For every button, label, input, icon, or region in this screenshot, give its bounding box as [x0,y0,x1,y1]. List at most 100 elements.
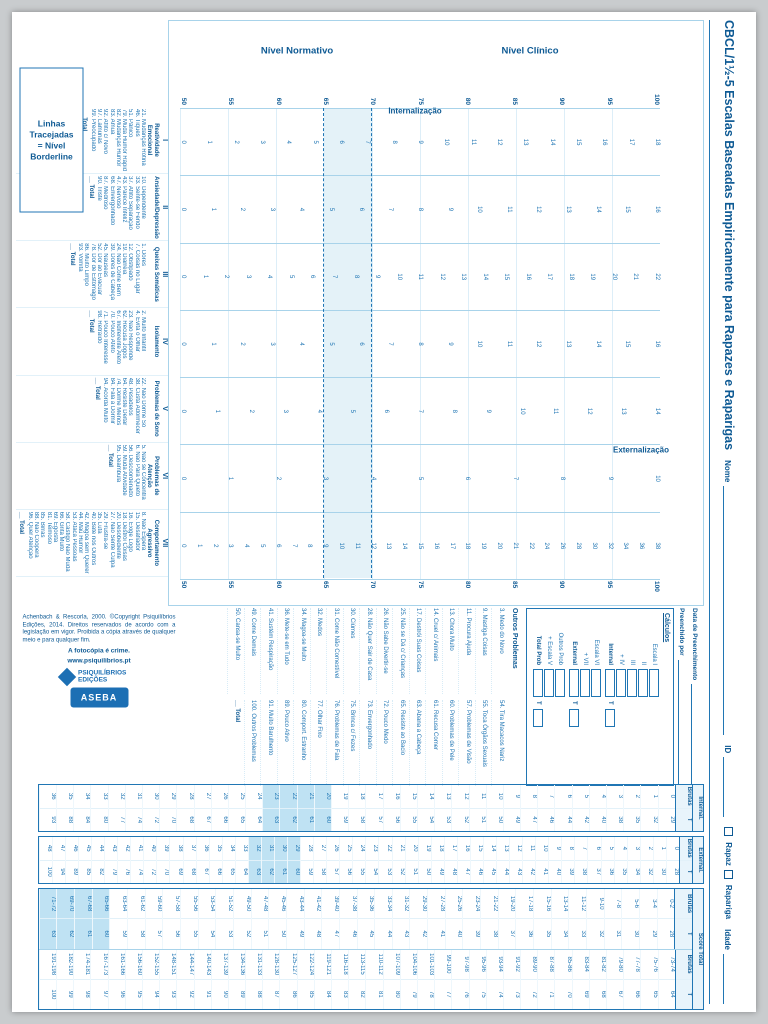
table-row: 1 32 [640,785,658,831]
ladder-value: 8 [559,476,566,481]
scale-item: 99. Preocupado [89,109,96,152]
scale-item: 47. Nervoso [114,176,121,209]
fill-date-field: Data de Preenchimento [691,608,700,786]
table-row: 161-166 96 [107,949,125,1009]
table-row: 93-94 74 [485,949,503,1009]
raw-value: 25 [239,792,246,800]
ladder-value: 10 [476,206,483,213]
ladder-value: 4 [266,275,273,279]
other-problem-item: 91. Muito Barulhento [260,700,277,786]
t-value: 69 [572,978,589,1009]
ladder-value: 13 [565,340,572,348]
girl-label: Rapariga [724,884,734,920]
t-header: T [675,978,692,1009]
ladder-value: 1 [209,207,216,212]
ladder-value: 13 [565,206,572,213]
scale-item: 10. Dependente [140,176,146,219]
scale-item: 95. Deambula [114,444,121,483]
table-row: 43-44 49 [285,889,304,949]
t-value: 53 [216,918,233,949]
raw-value: 1 [659,846,666,850]
diamond-logo-icon [57,667,76,686]
raw-value: 46 [72,844,79,852]
ladder-value: 13 [460,273,467,281]
raw-value: 5 [582,794,589,798]
t-axis-value: 65 [321,97,329,105]
t-value: 46 [339,918,357,949]
other-problem-item: 14. Cruel c/ Animais [425,608,442,694]
raw-value: 75-76 [651,956,658,972]
raw-value: 23-24 [474,895,481,912]
calc-row: + Escala V [544,613,555,781]
scale-item: 62. Recusa Jogos [121,310,128,359]
calc-result-box [533,669,544,697]
ladder-value: 12 [535,340,542,348]
t-value: 74 [125,807,142,831]
t-value: 40 [589,807,607,831]
scale-item: 4. Evita o Olhar [133,310,140,352]
table-row: 9 49 [502,785,521,831]
raw-value: 0 [672,846,679,850]
borderline-dashed-line-t65 [323,108,324,578]
raw-value: 10 [496,792,503,800]
raw-value: 7-8 [615,899,622,908]
legend-line1: Linhas Tracejadas [29,118,74,139]
scale-numeral: VI [161,472,168,480]
ladder-value: 10 [654,475,660,482]
boy-label: Rapaz [724,842,734,866]
t-value: 30 [622,918,640,949]
raw-value: 28 [307,844,314,852]
ladder-value: 5 [287,275,294,279]
table-row: 32 63 [247,837,261,883]
scale-item: 1. Dores [140,243,146,266]
raw-value: 4 [600,794,607,798]
t-value: 35 [624,807,641,831]
table-row: 51-52 53 [215,889,233,949]
table-row: 95-96 75 [468,949,486,1009]
ladder-value: 15 [503,273,510,281]
t-value: 93 [39,807,57,831]
t-header: T [675,918,692,949]
raw-value: 21-22 [491,895,498,912]
ladder-value: 21 [632,273,639,281]
t-value: 52 [233,918,251,949]
t-value: 57 [327,859,340,883]
ladder-value: 4 [315,409,322,413]
t-value: 79 [400,978,417,1009]
calc-section: Escala VI + VII External T [569,613,602,781]
table-row: 182-190 99 [56,949,74,1009]
table-row: 4 35 [613,837,627,883]
table-row: 22 62 [279,785,297,831]
table-row: 83-84 69 [571,949,589,1009]
ladder-value: 9 [417,140,424,144]
raw-value: 3 [617,794,624,798]
scale-item: 83. Amua [108,109,115,135]
ladder-value: 2 [211,544,218,548]
table-row: 30 61 [274,837,288,883]
t-value: 35 [534,918,551,949]
raw-value: 16 [393,792,400,800]
table-row: 77-78 66 [623,949,641,1009]
scale-item: 24. Não Come Bem [114,243,121,296]
scale-columns: 18 17 16 15 14 13 12 11 10 9 8 7 6 5 4 3 2 1 0 16 15 14 13 12 11… [180,108,660,580]
table-row: 33-34 44 [374,889,392,949]
t-value: 48 [444,859,457,883]
t-value: 29 [640,918,657,949]
t-value: 80 [383,978,400,1009]
table-row: 16 56 [382,785,400,831]
other-problems-section: Outros Problemas 3. Medo do Novo 9. Masti… [227,608,518,786]
t-value: 61 [75,918,92,949]
t-value: 36 [516,918,534,949]
raw-score-ladder: 16 15 14 13 12 11 10 9 8 7 6 5 4 3 2 1 0 [180,311,660,377]
raw-value: 107-109 [393,953,400,976]
table-row: 104-106 79 [399,949,417,1009]
raw-value: 21 [307,792,314,800]
t-table-scoretotal: Score Total Brutas T 0-2 28 3-4 29 5-6 30 7-8 31 9-… [38,888,704,1010]
t-value: 47 [322,918,339,949]
scale-item: 52. Dor ao Evacuar [95,243,102,295]
ladder-value: 3 [281,409,288,413]
t-axis-value: 75 [416,581,424,589]
ladder-value: 4 [298,207,305,212]
t-value: 87 [263,978,280,1009]
calc-section: Escala I II III + IV Internal T [605,613,660,781]
